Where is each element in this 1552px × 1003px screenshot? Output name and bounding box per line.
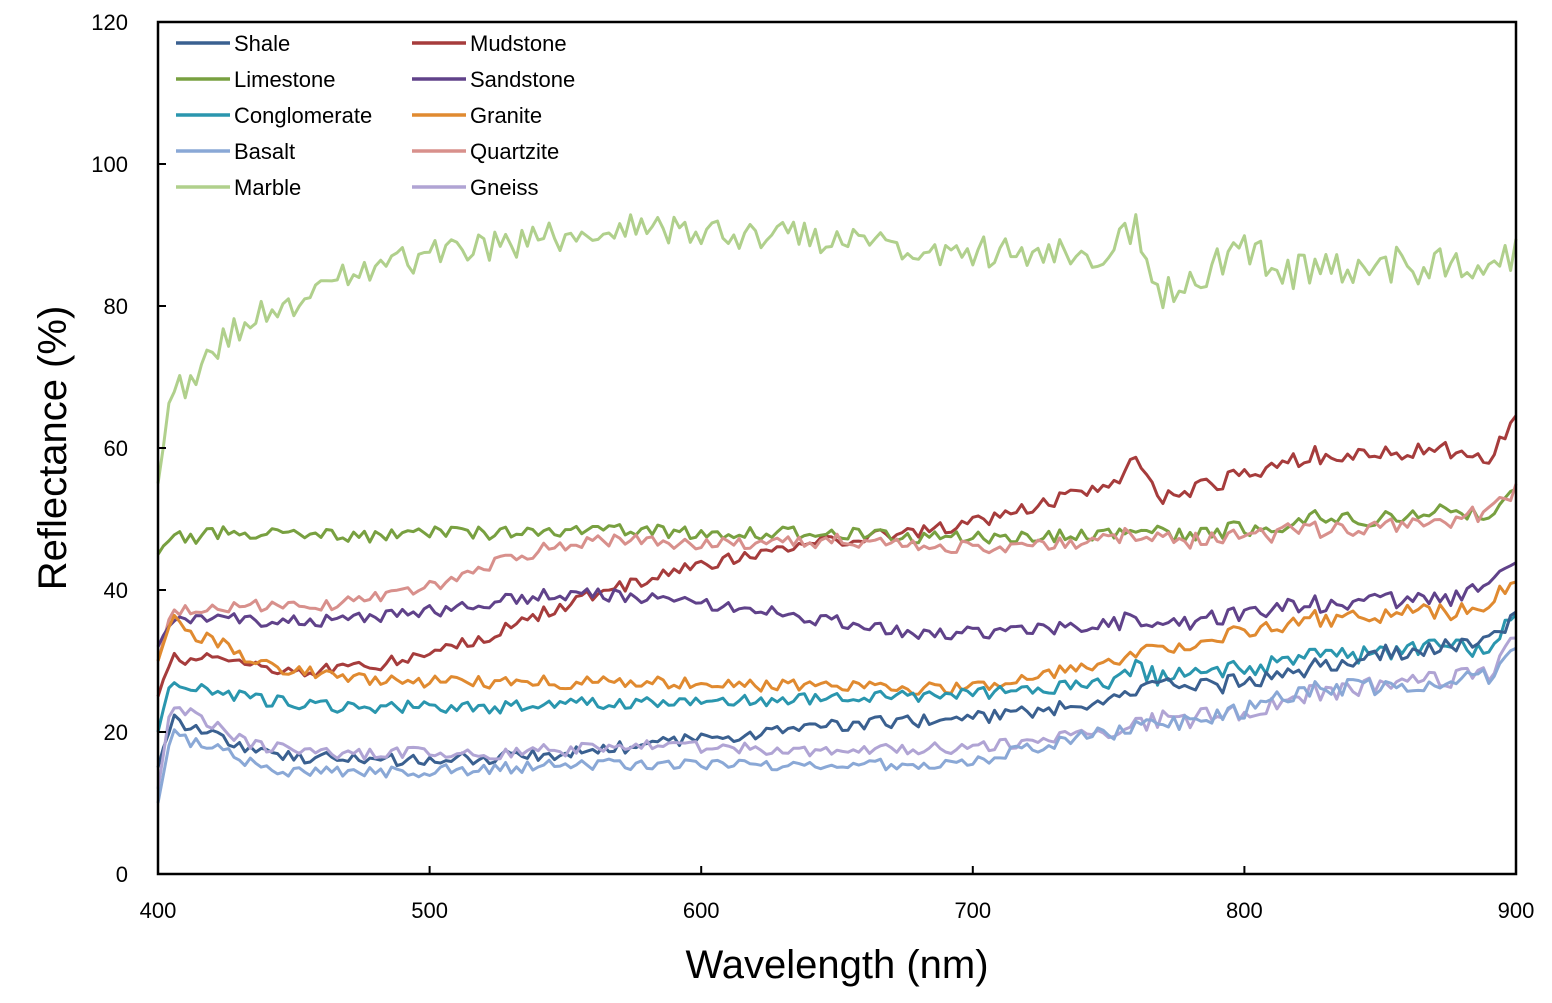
legend-item-sandstone: Sandstone: [412, 67, 575, 92]
y-tick-label: 40: [104, 578, 128, 603]
y-tick-label: 80: [104, 294, 128, 319]
legend-item-shale: Shale: [176, 31, 290, 56]
y-tick-label: 100: [91, 152, 128, 177]
legend-item-marble: Marble: [176, 175, 301, 200]
series-line-quartzite: [156, 483, 1518, 662]
y-axis-title: Reflectance (%): [31, 306, 75, 591]
legend-item-basalt: Basalt: [176, 139, 295, 164]
x-tick-label: 500: [411, 898, 448, 923]
series-line-mudstone: [156, 414, 1518, 697]
series-line-conglomerate: [156, 613, 1518, 733]
series-line-sandstone: [156, 561, 1517, 648]
series-layer: [156, 213, 1518, 804]
y-tick-label: 120: [91, 10, 128, 35]
x-axis-tick-labels: 400 500 600 700 800 900: [140, 898, 1535, 923]
legend-label: Quartzite: [470, 139, 559, 164]
x-tick-label: 700: [954, 898, 991, 923]
y-tick-label: 0: [116, 862, 128, 887]
y-tick-label: 60: [104, 436, 128, 461]
x-tick-label: 600: [683, 898, 720, 923]
legend-label: Marble: [234, 175, 301, 200]
legend-item-mudstone: Mudstone: [412, 31, 567, 56]
legend-label: Limestone: [234, 67, 336, 92]
plot-area-frame: [156, 20, 1518, 876]
series-line-marble: [156, 213, 1518, 484]
legend-label: Conglomerate: [234, 103, 372, 128]
legend-item-gneiss: Gneiss: [412, 175, 538, 200]
tick-marks: [157, 21, 1517, 875]
y-axis-tick-labels: 0 20 40 60 80 100 120: [91, 10, 128, 887]
series-line-basalt: [156, 646, 1517, 804]
y-tick-label: 20: [104, 720, 128, 745]
legend-label: Shale: [234, 31, 290, 56]
legend-label: Sandstone: [470, 67, 575, 92]
series-line-limestone: [156, 487, 1517, 556]
series-line-gneiss: [156, 636, 1517, 790]
legend-item-quartzite: Quartzite: [412, 139, 559, 164]
x-tick-label: 800: [1226, 898, 1263, 923]
series-line-granite: [156, 580, 1517, 696]
legend-label: Granite: [470, 103, 542, 128]
legend-item-granite: Granite: [412, 103, 542, 128]
x-tick-label: 400: [140, 898, 177, 923]
legend: Shale Mudstone Limestone Sandstone Conglomer…: [176, 31, 575, 200]
legend-item-limestone: Limestone: [176, 67, 336, 92]
legend-item-conglomerate: Conglomerate: [176, 103, 372, 128]
x-axis-title: Wavelength (nm): [685, 943, 988, 987]
legend-label: Gneiss: [470, 175, 538, 200]
legend-label: Mudstone: [470, 31, 567, 56]
x-tick-label: 900: [1498, 898, 1535, 923]
legend-label: Basalt: [234, 139, 295, 164]
